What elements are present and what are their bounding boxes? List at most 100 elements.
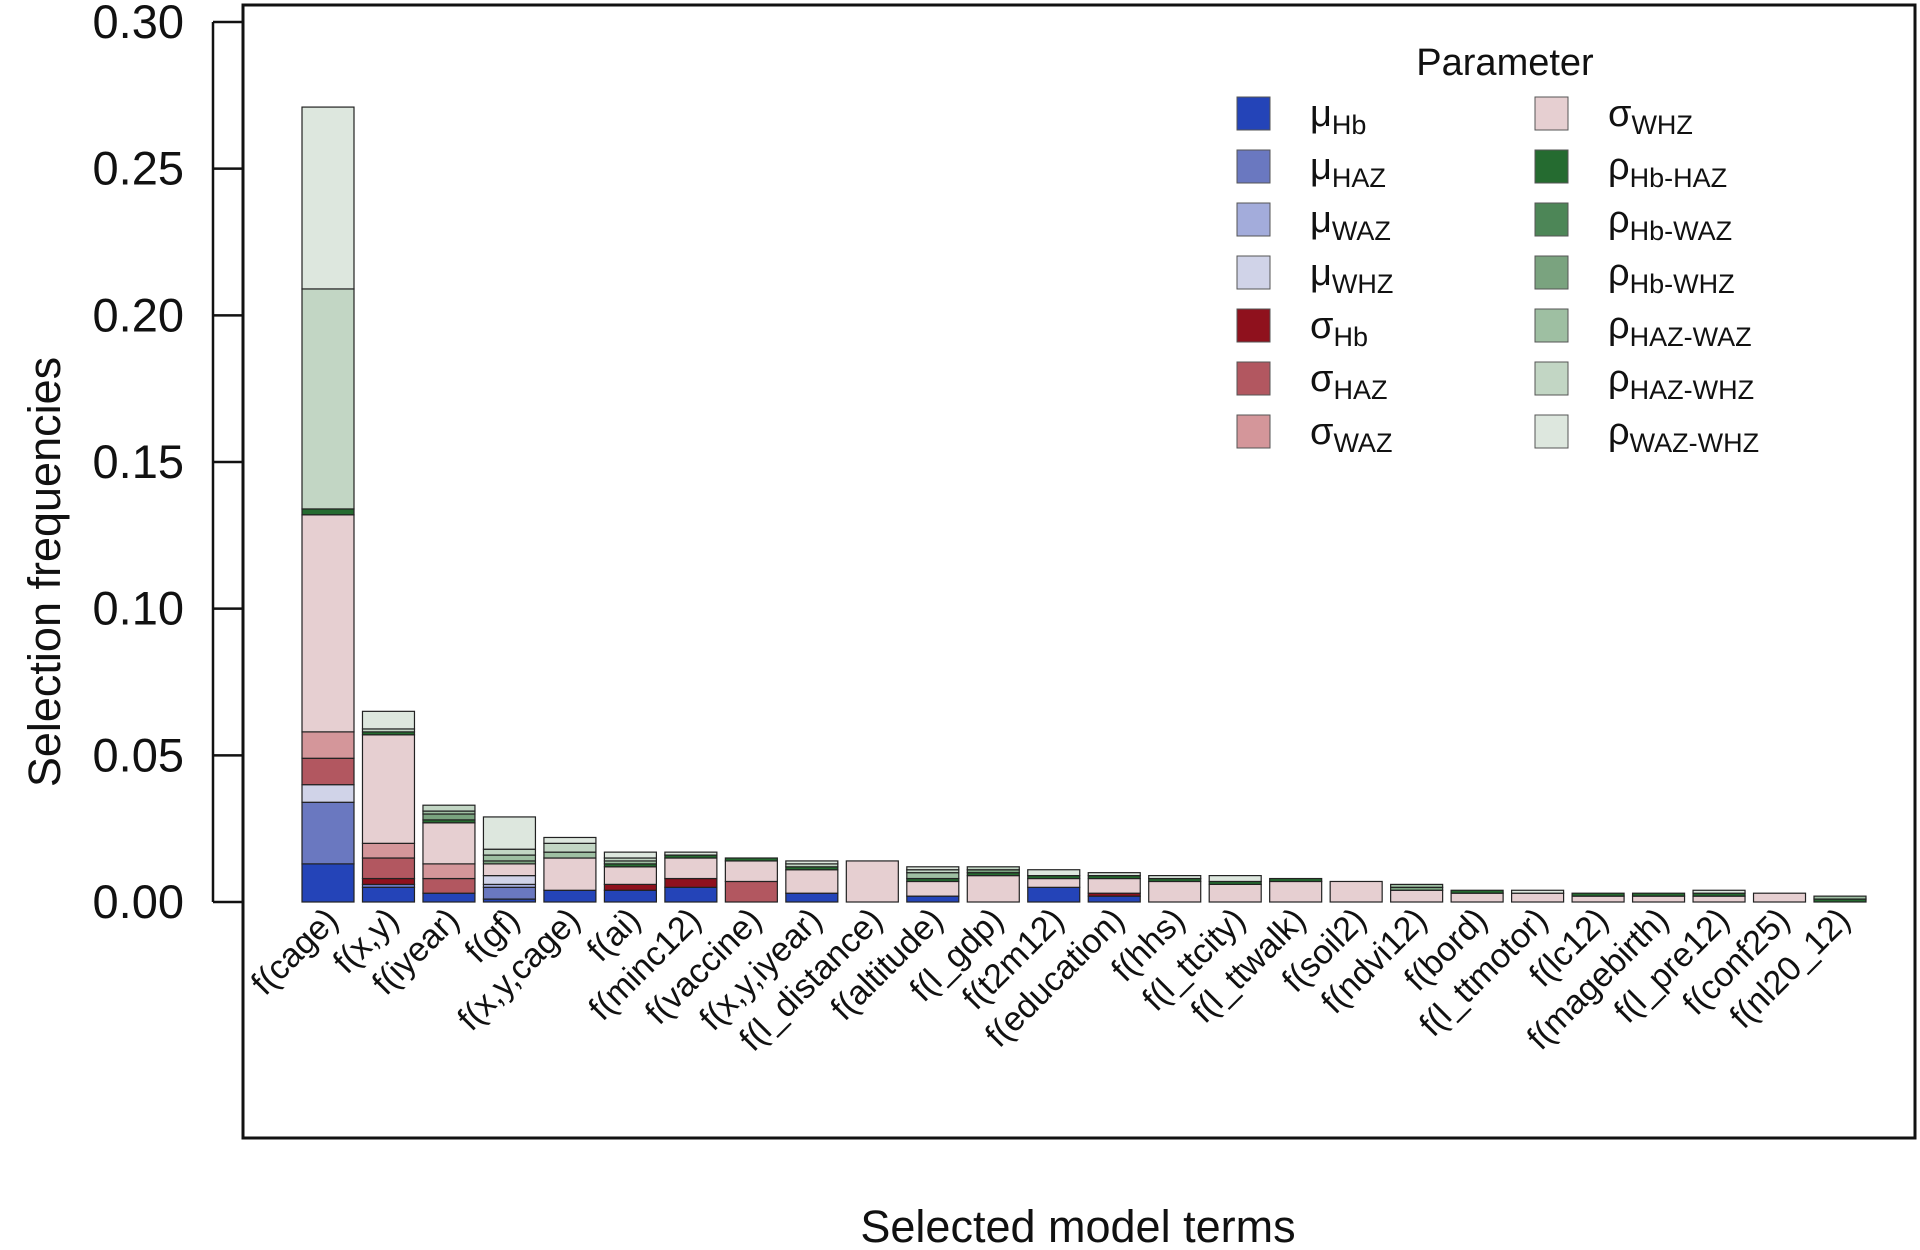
legend-swatch: [1236, 202, 1271, 237]
legend-label: σHb: [1310, 305, 1368, 352]
legend-label: ρHAZ-WHZ: [1608, 358, 1754, 405]
bar-segment: [724, 857, 778, 862]
legend-swatch: [1236, 308, 1271, 343]
y-tick-label: 0.00: [93, 875, 184, 928]
bar-stack: [966, 866, 1020, 903]
y-tick-label: 0.30: [93, 0, 184, 48]
legend-title: Parameter: [1416, 42, 1594, 84]
bar-segment: [301, 801, 355, 865]
y-axis-title: Selection frequencies: [19, 357, 70, 787]
bar-segment: [1027, 886, 1081, 903]
bar-segment: [361, 886, 416, 903]
bar-stack: [664, 851, 718, 903]
legend-label: ρWAZ-WHZ: [1608, 411, 1759, 458]
bar-stack: [1813, 895, 1867, 903]
bar-segment: [724, 860, 778, 883]
bar-segment: [482, 816, 537, 850]
bar-segment: [1692, 895, 1746, 903]
bar-segment: [966, 866, 1020, 871]
legend-label: ρHb-WHZ: [1608, 252, 1735, 299]
bar-segment: [1450, 889, 1504, 894]
bar-segment: [361, 710, 416, 730]
bar-stack: [301, 106, 355, 903]
legend-swatch: [1236, 414, 1271, 449]
legend-label: μWAZ: [1310, 199, 1391, 246]
bar-segment: [301, 514, 355, 733]
bar-segment: [664, 877, 718, 888]
bar-segment: [422, 863, 476, 880]
legend-swatch: [1236, 96, 1271, 131]
bar-segment: [724, 880, 778, 903]
bar-segment: [361, 842, 416, 859]
bar-segment: [422, 804, 476, 812]
bar-segment: [482, 863, 537, 877]
bar-stack: [724, 857, 778, 903]
bar-segment: [482, 886, 537, 900]
bar-segment: [785, 860, 839, 865]
legend-swatch: [1534, 414, 1569, 449]
legend-label: μHAZ: [1310, 146, 1386, 193]
bar-stack: [906, 866, 960, 903]
bar-segment: [785, 892, 839, 903]
legend-swatch: [1534, 149, 1569, 184]
bar-segment: [785, 869, 839, 894]
legend-swatch: [1534, 96, 1569, 131]
bar-segment: [301, 106, 355, 290]
legend-label: σHAZ: [1310, 358, 1387, 405]
bar-segment: [1087, 895, 1141, 903]
bar-stack: [603, 851, 658, 903]
bar-segment: [603, 889, 658, 903]
bar-stack: [1390, 883, 1444, 903]
legend-label: μHb: [1310, 93, 1366, 140]
y-tick-label: 0.05: [93, 728, 184, 781]
bar-segment: [1027, 869, 1081, 877]
bar-stack: [1269, 877, 1323, 903]
bar-stack: [1208, 875, 1262, 903]
bar-segment: [1148, 875, 1202, 880]
bar-segment: [422, 822, 476, 865]
bar-segment: [543, 857, 597, 891]
bar-segment: [543, 836, 597, 844]
bars: [301, 106, 1867, 903]
legend: Parameter μHb μHAZ μWAZ μWHZ σHb σHAZ σWAZ σWHZ…: [1236, 42, 1759, 458]
y-tick-label: 0.10: [93, 582, 184, 635]
bar-stack: [543, 836, 597, 903]
legend-swatch: [1236, 255, 1271, 290]
bar-segment: [361, 734, 416, 844]
bar-stack: [1329, 880, 1383, 903]
bar-segment: [301, 288, 355, 510]
bar-segment: [664, 857, 718, 880]
bar-segment: [301, 784, 355, 803]
bar-segment: [1571, 895, 1625, 903]
bar-segment: [301, 731, 355, 759]
bar-segment: [1269, 880, 1323, 903]
bar-segment: [543, 842, 597, 853]
bar-segment: [906, 880, 960, 897]
bar-segment: [1148, 880, 1202, 903]
plot-frame: [241, 3, 1917, 1140]
legend-swatch: [1236, 361, 1271, 396]
bar-segment: [906, 866, 960, 871]
y-tick-label: 0.15: [93, 435, 184, 488]
bar-segment: [543, 851, 597, 859]
bar-stack: [1752, 892, 1807, 903]
bar-segment: [1390, 889, 1444, 903]
bar-segment: [1208, 883, 1262, 903]
legend-swatch: [1236, 149, 1271, 184]
bar-segment: [966, 875, 1020, 903]
bar-segment: [906, 895, 960, 903]
bar-segment: [1208, 875, 1262, 883]
bar-segment: [1692, 889, 1746, 894]
bar-segment: [1510, 892, 1565, 903]
bar-stack: [845, 860, 899, 903]
bar-segment: [1510, 889, 1565, 894]
x-axis-title: Selected model terms: [860, 1201, 1295, 1250]
y-axis: 0.00 0.05 0.10 0.15 0.20 0.25 0.30: [93, 0, 243, 928]
bar-stack: [482, 816, 537, 903]
bar-stack: [1631, 892, 1686, 903]
legend-label: ρHb-HAZ: [1608, 146, 1727, 193]
bar-segment: [543, 889, 597, 903]
bar-stack: [1148, 875, 1202, 903]
bar-stack: [1510, 889, 1565, 903]
y-tick-label: 0.20: [93, 288, 184, 341]
